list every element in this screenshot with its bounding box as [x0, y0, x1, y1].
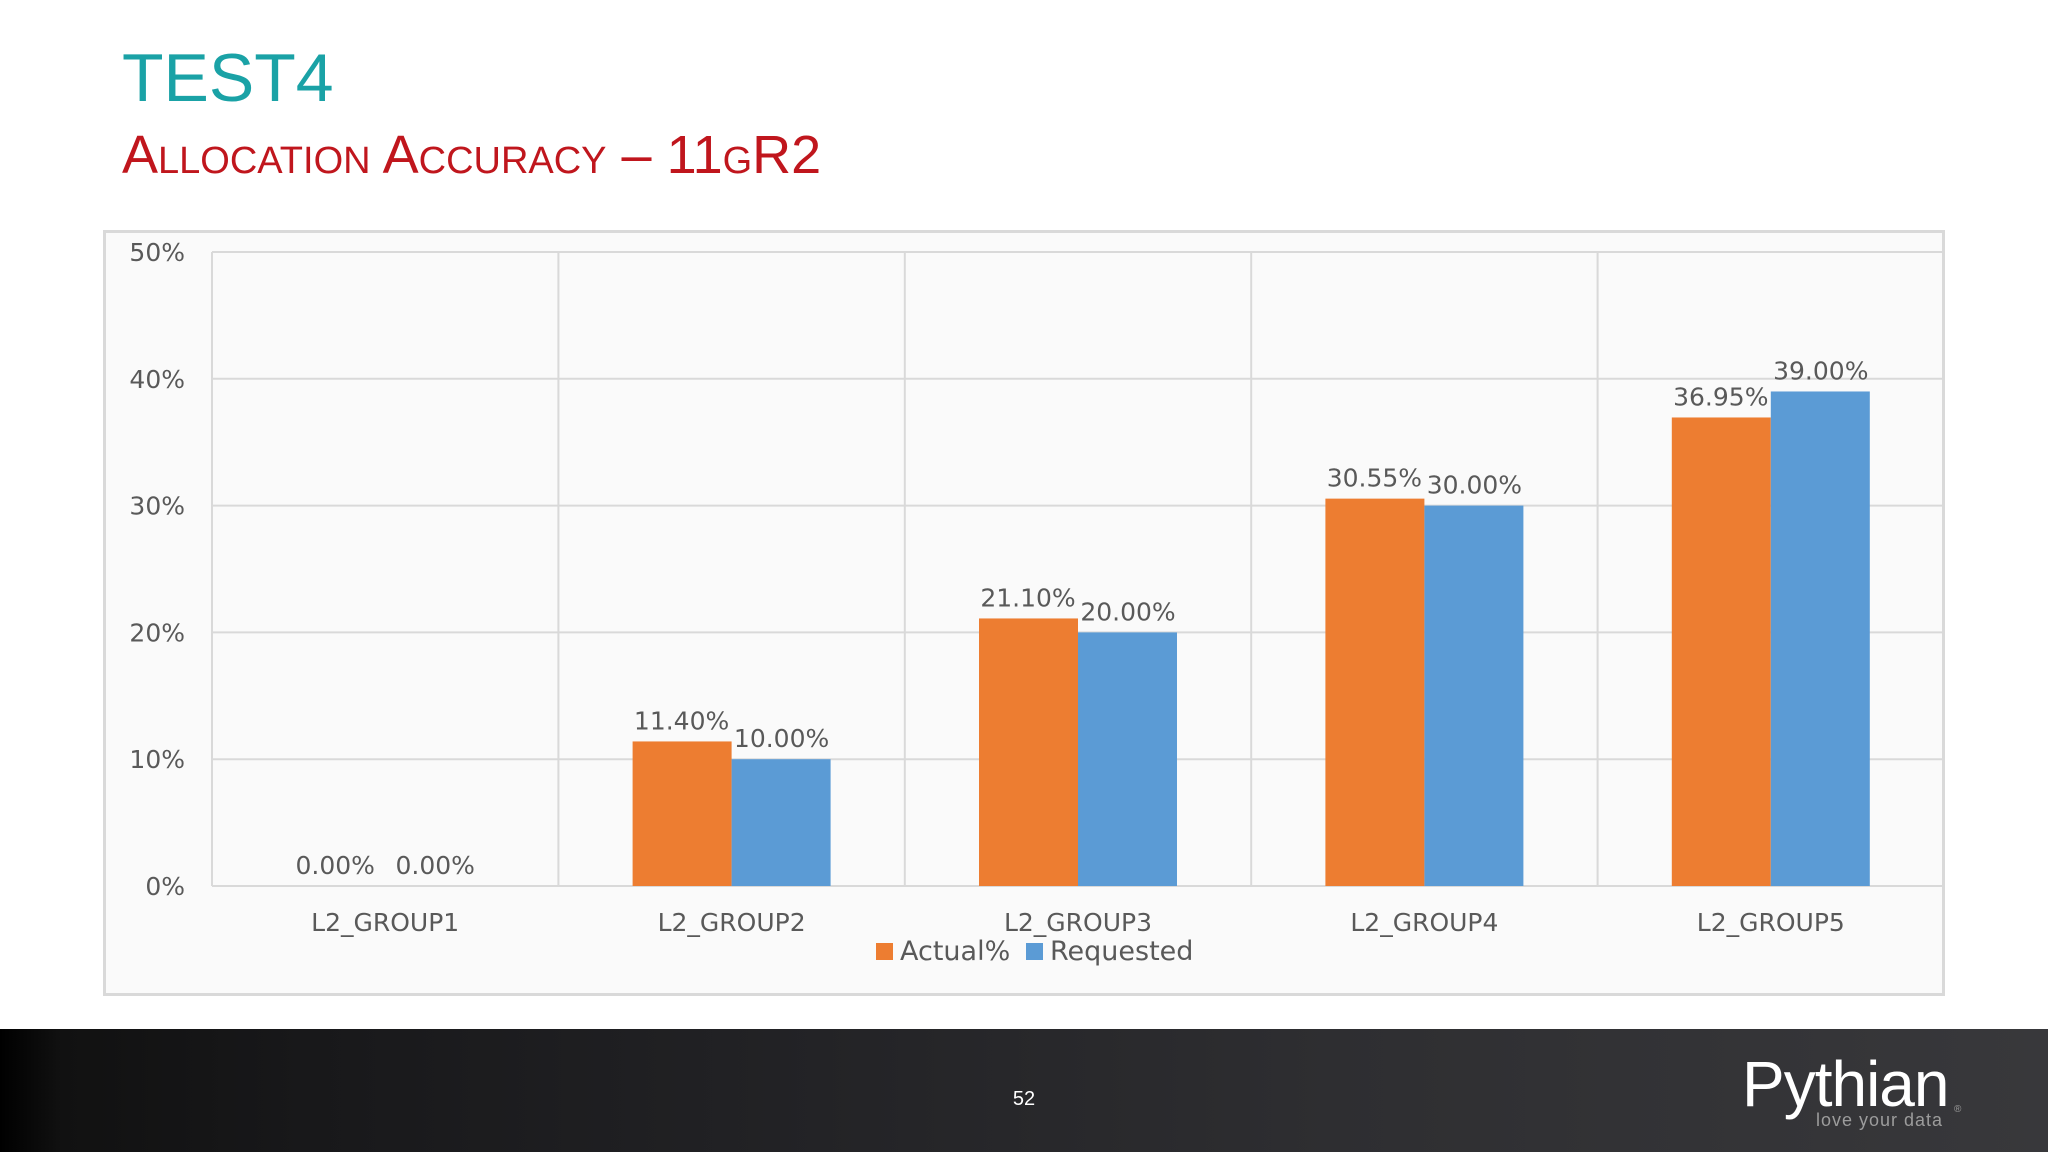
legend-label: Actual%: [900, 936, 1010, 967]
bar-actual: [1671, 417, 1771, 886]
logo-registered-mark: ®: [1954, 1104, 1962, 1115]
data-label: 0.00%: [295, 851, 374, 880]
data-label: 30.00%: [1427, 471, 1522, 500]
y-tick-label: 30%: [129, 492, 185, 521]
bar-requested: [1770, 391, 1870, 886]
data-label: 20.00%: [1080, 597, 1175, 626]
y-tick-label: 0%: [145, 872, 185, 901]
data-label: 39.00%: [1773, 356, 1868, 385]
bar-chart: 0% 10% 20% 30% 40% 50% L2_GROUP1 0.00% 0.00% L2_G…: [129, 238, 1942, 967]
bar-actual: [1325, 498, 1425, 886]
bar-requested: [1078, 632, 1177, 886]
logo-wordmark: Pythian: [1742, 1048, 1949, 1120]
bar-requested: [731, 759, 831, 886]
y-tick-label: 40%: [129, 365, 185, 394]
x-tick-label: L2_GROUP2: [658, 908, 806, 937]
data-label: 36.95%: [1673, 382, 1768, 411]
chart-area: 0% 10% 20% 30% 40% 50% L2_GROUP1 0.00% 0.00% L2_G…: [103, 230, 1945, 996]
y-tick-label: 10%: [129, 745, 185, 774]
data-label: 0.00%: [395, 851, 474, 880]
footer-bar: [0, 1029, 2048, 1152]
pythian-logo: Pythian love your data ®: [1742, 1052, 1972, 1130]
legend-swatch-actual: [876, 943, 893, 960]
data-label: 30.55%: [1327, 464, 1422, 493]
x-tick-label: L2_GROUP5: [1697, 908, 1845, 937]
y-tick-label: 20%: [129, 618, 185, 647]
page-number: 52: [1012, 1088, 1036, 1110]
slide-title: TEST4: [122, 40, 334, 116]
slide-subtitle: Allocation Accuracy – 11gR2: [122, 125, 822, 185]
legend-label: Requested: [1050, 936, 1193, 967]
data-label: 10.00%: [734, 724, 829, 753]
x-tick-label: L2_GROUP3: [1004, 908, 1152, 937]
x-tick-label: L2_GROUP1: [311, 908, 459, 937]
y-tick-label: 50%: [129, 238, 185, 267]
bar-actual: [632, 741, 732, 886]
x-tick-label: L2_GROUP4: [1350, 908, 1498, 937]
data-label: 21.10%: [980, 583, 1075, 612]
legend-swatch-requested: [1026, 943, 1043, 960]
data-label: 11.40%: [634, 706, 729, 735]
bar-requested: [1424, 505, 1524, 886]
bar-actual: [979, 618, 1078, 886]
logo-tagline: love your data: [1816, 1110, 1944, 1130]
